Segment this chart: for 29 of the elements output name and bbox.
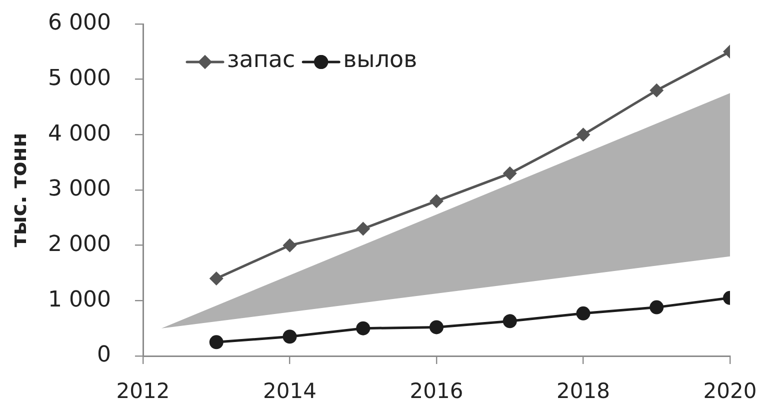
y-tick-label: 3 000: [48, 176, 111, 202]
y-tick-label: 4 000: [48, 121, 111, 146]
y-tick-label: 1 000: [48, 287, 111, 312]
point: [356, 222, 370, 236]
point: [502, 314, 517, 328]
y-tick-label: 5 000: [48, 66, 111, 92]
point: [576, 306, 590, 320]
x-tick-label: 2012: [116, 379, 170, 404]
point: [576, 128, 590, 142]
point: [430, 320, 444, 334]
y-tick-label: 2 000: [48, 232, 111, 258]
x-tick-label: 2018: [556, 379, 610, 404]
x-tick-label: 2020: [703, 379, 757, 404]
point: [282, 330, 297, 344]
legend-label: запас: [227, 46, 296, 73]
y-tick-label: 6 000: [48, 10, 111, 36]
point: [650, 300, 664, 314]
point: [430, 194, 444, 208]
point: [209, 272, 224, 286]
point: [650, 83, 664, 98]
point: [209, 335, 224, 350]
y-tick-label: 0: [97, 342, 111, 368]
point: [502, 166, 517, 180]
point: [356, 321, 370, 336]
y-axis-title: тыс. тонн: [7, 132, 32, 248]
x-tick-label: 2016: [410, 379, 464, 404]
point: [282, 238, 297, 252]
legend-label: вылов: [343, 46, 418, 73]
x-tick-label: 2014: [263, 379, 316, 404]
